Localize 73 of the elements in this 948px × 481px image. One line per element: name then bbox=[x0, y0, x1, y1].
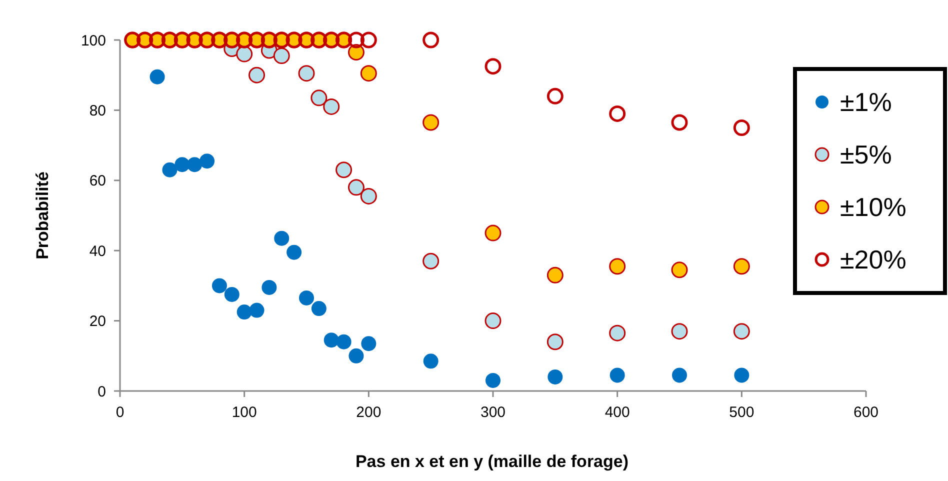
x-tick-label: 300 bbox=[480, 404, 506, 421]
point bbox=[249, 302, 264, 318]
point bbox=[610, 368, 625, 383]
point bbox=[310, 90, 328, 106]
point bbox=[298, 65, 315, 82]
point bbox=[150, 69, 165, 84]
legend-label: ±1% bbox=[840, 87, 892, 118]
point bbox=[733, 258, 750, 275]
point bbox=[548, 369, 563, 384]
point bbox=[671, 262, 688, 278]
point bbox=[224, 286, 240, 302]
x-tick-label: 600 bbox=[853, 404, 879, 421]
point bbox=[262, 280, 277, 295]
legend-label: ±20% bbox=[840, 244, 906, 275]
point bbox=[248, 66, 266, 84]
point bbox=[360, 188, 377, 204]
point bbox=[336, 334, 352, 350]
y-tick-label: 100 bbox=[80, 32, 106, 50]
point bbox=[423, 354, 438, 369]
x-tick-label: 0 bbox=[116, 404, 124, 421]
point bbox=[174, 157, 190, 172]
point bbox=[360, 32, 377, 48]
x-tick-label: 100 bbox=[232, 404, 257, 421]
x-tick-label: 400 bbox=[604, 404, 630, 421]
point bbox=[609, 324, 626, 342]
point bbox=[311, 301, 326, 316]
point bbox=[273, 48, 290, 64]
point bbox=[361, 336, 376, 352]
point bbox=[336, 162, 352, 178]
point bbox=[236, 46, 253, 62]
point bbox=[348, 32, 364, 48]
point bbox=[212, 278, 227, 294]
point bbox=[422, 114, 440, 131]
point bbox=[734, 368, 750, 383]
point bbox=[546, 334, 564, 350]
point bbox=[236, 304, 252, 320]
y-tick-label: 0 bbox=[98, 383, 106, 400]
point bbox=[348, 348, 364, 364]
point bbox=[671, 323, 688, 340]
point bbox=[348, 179, 364, 196]
y-tick-label: 60 bbox=[89, 172, 106, 190]
point bbox=[484, 58, 502, 75]
point bbox=[486, 372, 500, 388]
y-axis-title: Probabilité bbox=[33, 172, 52, 260]
point bbox=[360, 65, 377, 82]
point bbox=[286, 244, 302, 260]
point bbox=[162, 162, 178, 178]
point bbox=[609, 258, 626, 275]
x-tick-label: 500 bbox=[729, 404, 754, 421]
point bbox=[671, 114, 688, 131]
y-tick-label: 80 bbox=[89, 102, 106, 120]
point bbox=[422, 32, 440, 48]
point bbox=[484, 224, 502, 242]
point bbox=[187, 157, 202, 172]
legend-label: ±10% bbox=[840, 192, 906, 222]
point bbox=[274, 230, 290, 246]
point bbox=[324, 332, 339, 348]
point bbox=[672, 368, 687, 383]
point bbox=[546, 266, 564, 284]
point bbox=[299, 290, 314, 306]
point bbox=[200, 154, 215, 169]
point bbox=[609, 105, 626, 122]
point bbox=[323, 98, 340, 115]
y-tick-label: 40 bbox=[89, 242, 106, 260]
y-tick-label: 20 bbox=[89, 313, 106, 330]
point bbox=[733, 120, 750, 136]
point bbox=[484, 312, 502, 330]
point bbox=[422, 252, 440, 270]
x-axis-title: Pas en x et en y (maille de forage) bbox=[355, 452, 629, 471]
point bbox=[546, 88, 564, 104]
point bbox=[733, 323, 750, 340]
legend-label: ±5% bbox=[840, 140, 892, 170]
x-tick-label: 200 bbox=[356, 404, 382, 421]
